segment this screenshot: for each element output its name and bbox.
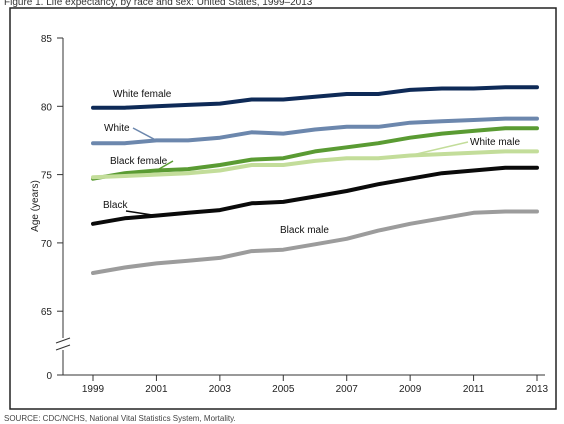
series-line-black-female bbox=[91, 126, 539, 181]
x-tick-label: 2003 bbox=[209, 384, 232, 395]
series-line-white-female bbox=[91, 85, 539, 110]
x-tick-label: 2007 bbox=[336, 384, 359, 395]
x-tick-label: 1999 bbox=[82, 384, 105, 395]
source-note: SOURCE: CDC/NCHS, National Vital Statist… bbox=[4, 414, 236, 423]
y-tick-label: 75 bbox=[41, 171, 53, 182]
series-label-white-male: White male bbox=[470, 137, 520, 148]
label-pointer-line bbox=[125, 210, 157, 217]
series-label-white: White bbox=[104, 123, 130, 134]
y-tick-label: 85 bbox=[41, 34, 53, 45]
axis-break-icon bbox=[55, 337, 71, 351]
series-label-black: Black bbox=[103, 200, 128, 211]
series-line-white bbox=[91, 116, 539, 146]
y-tick-label: 80 bbox=[41, 102, 53, 113]
chart-title: Figure 1. Life expectancy, by race and s… bbox=[4, 0, 313, 8]
y-axis-label: Age (years) bbox=[30, 180, 41, 232]
y-tick-label: 65 bbox=[41, 307, 53, 318]
chart-border bbox=[9, 7, 557, 410]
x-tick-label: 2013 bbox=[526, 384, 549, 395]
x-tick-label: 2005 bbox=[272, 384, 295, 395]
y-tick-label: 0 bbox=[46, 371, 52, 382]
x-tick-label: 2001 bbox=[145, 384, 168, 395]
label-pointer-line bbox=[156, 160, 174, 172]
label-pointer-line bbox=[132, 127, 157, 142]
series-line-black bbox=[91, 165, 539, 226]
series-line-black-male bbox=[91, 209, 539, 275]
label-pointer-line bbox=[409, 141, 469, 157]
x-tick-label: 2009 bbox=[399, 384, 422, 395]
series-label-white-female: White female bbox=[113, 89, 172, 100]
series-line-white-male bbox=[91, 149, 539, 180]
series-label-black-male: Black male bbox=[280, 225, 329, 236]
x-tick-label: 2011 bbox=[463, 384, 485, 395]
y-tick-label: 70 bbox=[41, 239, 53, 250]
series-label-black-female: Black female bbox=[110, 156, 168, 167]
